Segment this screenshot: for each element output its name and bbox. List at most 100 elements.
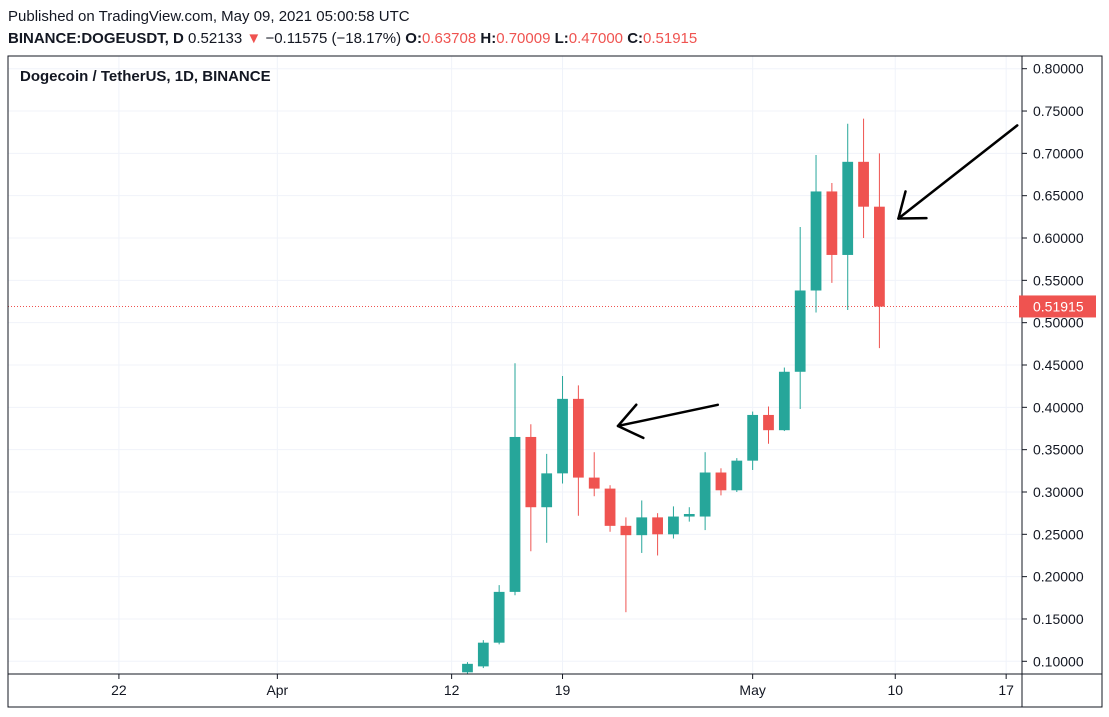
annotation-arrow bbox=[897, 124, 1019, 220]
close-value: 0.51915 bbox=[643, 30, 698, 47]
y-tick-label: 0.80000 bbox=[1033, 61, 1084, 77]
open-value: 0.63708 bbox=[421, 30, 477, 47]
candle-body bbox=[874, 206, 885, 307]
candle-body bbox=[462, 663, 473, 673]
annotation-arrow bbox=[616, 403, 720, 440]
candle-body bbox=[858, 161, 869, 207]
candle-body bbox=[778, 371, 790, 431]
x-tick-label: 10 bbox=[887, 682, 903, 698]
candle-body bbox=[826, 191, 838, 255]
candle-body bbox=[715, 472, 727, 491]
price-axis[interactable]: 0.10000 0.15000 0.20000 0.25000 0.30000 0.350… bbox=[1022, 61, 1084, 670]
candle-up bbox=[462, 662, 473, 674]
candle-up bbox=[477, 640, 489, 669]
close-label: C: bbox=[627, 30, 644, 47]
y-tick-label: 0.25000 bbox=[1033, 526, 1084, 542]
arrow-head bbox=[616, 403, 645, 440]
candle-down bbox=[858, 118, 869, 239]
arrow-shaft bbox=[897, 124, 1019, 220]
y-tick-label: 0.65000 bbox=[1033, 188, 1084, 204]
candle-body bbox=[794, 290, 806, 372]
candle-down bbox=[715, 468, 727, 496]
low-value: 0.47000 bbox=[568, 30, 624, 47]
candle-body bbox=[588, 477, 600, 489]
candle-up bbox=[794, 227, 806, 410]
candle-up bbox=[699, 452, 711, 531]
candle-up bbox=[509, 363, 521, 596]
x-tick-label: 17 bbox=[998, 682, 1014, 698]
published-note: Published on TradingView.com, May 09, 20… bbox=[8, 8, 410, 25]
grid-lines bbox=[8, 56, 1022, 674]
annotations bbox=[616, 124, 1019, 440]
candle-body bbox=[636, 517, 648, 536]
candle-body bbox=[763, 414, 774, 431]
candle-body bbox=[842, 161, 854, 255]
candle-down bbox=[652, 513, 663, 556]
candle-body bbox=[683, 513, 695, 517]
candle-body bbox=[731, 460, 743, 491]
candle-down bbox=[604, 485, 616, 532]
candle-down bbox=[588, 452, 600, 497]
candle-body bbox=[557, 398, 568, 474]
y-tick-label: 0.15000 bbox=[1033, 611, 1084, 627]
down-arrow-icon: ▼ bbox=[246, 30, 262, 47]
arrow-head bbox=[897, 190, 928, 220]
candle-body bbox=[699, 472, 711, 517]
candle-up bbox=[747, 411, 759, 470]
y-tick-label: 0.50000 bbox=[1033, 315, 1084, 331]
y-tick-label: 0.40000 bbox=[1033, 399, 1084, 415]
y-tick-label: 0.10000 bbox=[1033, 653, 1084, 669]
x-tick-label: Apr bbox=[266, 682, 288, 698]
y-tick-label: 0.75000 bbox=[1033, 103, 1084, 119]
x-tick-label: 22 bbox=[111, 682, 127, 698]
candle-up bbox=[557, 376, 568, 484]
last-price: 0.52133 bbox=[188, 30, 243, 47]
candles bbox=[462, 118, 885, 674]
x-tick-label: 12 bbox=[444, 682, 460, 698]
y-tick-label: 0.35000 bbox=[1033, 442, 1084, 458]
candle-body bbox=[652, 517, 663, 535]
y-tick-label: 0.20000 bbox=[1033, 569, 1084, 585]
arrow-shaft bbox=[616, 403, 720, 428]
time-axis[interactable]: 22Apr1219May101724 bbox=[111, 674, 1109, 698]
candle-up bbox=[683, 507, 695, 522]
candle-down bbox=[874, 153, 885, 349]
chart-title: Dogecoin / TetherUS, 1D, BINANCE bbox=[20, 68, 271, 85]
candle-body bbox=[572, 398, 584, 478]
plot-frame bbox=[7, 55, 1103, 708]
open-label: O: bbox=[405, 30, 422, 47]
candle-body bbox=[810, 191, 822, 291]
low-label: L: bbox=[554, 30, 569, 47]
candle-body bbox=[620, 525, 632, 536]
symbol-label: BINANCE:DOGEUSDT, D bbox=[8, 30, 184, 47]
candle-up bbox=[842, 123, 854, 310]
candle-down bbox=[572, 385, 584, 516]
last-price-label: 0.51915 bbox=[1033, 298, 1084, 314]
y-tick-label: 0.55000 bbox=[1033, 272, 1084, 288]
candle-down bbox=[763, 406, 774, 444]
candle-body bbox=[747, 414, 759, 461]
candle-up bbox=[810, 155, 822, 313]
y-tick-label: 0.45000 bbox=[1033, 357, 1084, 373]
high-value: 0.70009 bbox=[496, 30, 551, 47]
y-tick-label: 0.70000 bbox=[1033, 145, 1084, 161]
candle-down bbox=[525, 424, 537, 552]
candle-body bbox=[493, 591, 505, 643]
candle-up bbox=[778, 367, 790, 432]
candle-up bbox=[493, 585, 505, 645]
candle-down bbox=[826, 182, 838, 283]
last-price-marker: 0.51915 bbox=[1019, 295, 1096, 318]
candle-body bbox=[668, 516, 679, 535]
candle-body bbox=[525, 436, 537, 508]
candle-up bbox=[636, 500, 648, 553]
y-tick-label: 0.60000 bbox=[1033, 230, 1084, 246]
candle-body bbox=[604, 488, 616, 526]
x-tick-label: May bbox=[739, 682, 765, 698]
candle-body bbox=[477, 642, 489, 667]
candle-body bbox=[509, 436, 521, 592]
y-tick-label: 0.30000 bbox=[1033, 484, 1084, 500]
x-tick-label: 19 bbox=[555, 682, 571, 698]
price-change: −0.11575 (−18.17%) bbox=[265, 30, 402, 47]
candle-up bbox=[541, 453, 553, 543]
